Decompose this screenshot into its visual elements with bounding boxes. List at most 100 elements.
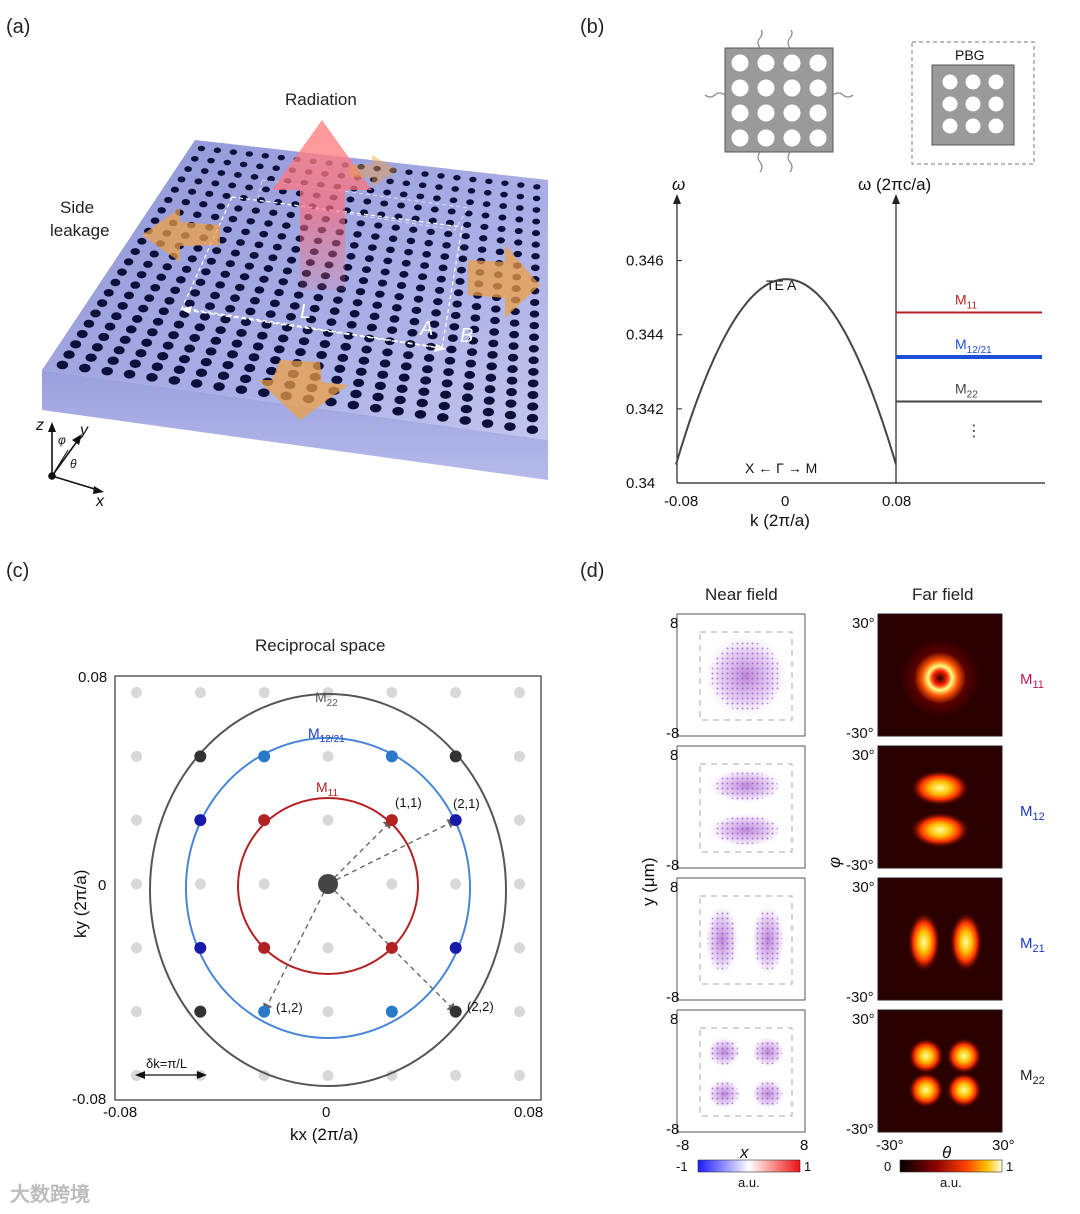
near-y-tick-bottom: -8 — [666, 857, 679, 874]
lattice-hole — [361, 345, 372, 354]
lattice-hole — [460, 404, 472, 414]
lattice-hole — [173, 365, 186, 375]
lattice-hole — [446, 345, 457, 354]
near-field-lobe-texture — [709, 1081, 739, 1107]
lattice-hole — [225, 260, 235, 268]
lattice-point — [130, 814, 142, 826]
lattice-hole — [382, 348, 393, 357]
lattice-hole — [239, 161, 248, 168]
lattice-hole — [264, 220, 273, 227]
m22-point — [449, 1005, 462, 1018]
lattice-hole — [403, 351, 414, 360]
m21-point — [449, 941, 462, 954]
lattice-hole — [157, 352, 169, 361]
far-cbar-unit: a.u. — [940, 1175, 962, 1190]
near-y-tick-top: 8 — [670, 747, 678, 764]
lattice-hole — [193, 211, 202, 218]
lattice-hole — [295, 348, 306, 357]
far-x-tick-left: -30° — [876, 1137, 904, 1154]
lattice-hole — [111, 312, 122, 321]
lattice-hole — [532, 218, 541, 225]
lattice-hole — [147, 328, 158, 337]
slab-illustration: L A B Radiation Side leakage z y x φ θ — [35, 90, 548, 510]
lattice-hole — [370, 176, 378, 183]
lattice-hole — [428, 217, 437, 224]
lattice-hole — [397, 202, 406, 209]
lattice-hole — [278, 278, 288, 286]
x-tick: 0.08 — [882, 493, 911, 510]
lattice-hole — [213, 147, 222, 154]
lattice-hole — [464, 210, 473, 217]
phc-hole — [965, 118, 981, 134]
x-tick: 0.08 — [514, 1104, 543, 1121]
lattice-hole — [274, 199, 283, 206]
lattice-hole — [424, 239, 433, 247]
lattice-point — [322, 750, 334, 762]
near-xlabel: x — [739, 1143, 749, 1162]
lattice-hole — [392, 406, 404, 416]
slab-top-face — [42, 140, 548, 440]
lattice-hole — [353, 231, 362, 238]
lattice-hole — [138, 304, 149, 313]
lattice-hole — [504, 422, 516, 431]
lattice-hole — [227, 350, 238, 359]
near-field-lobe-texture — [710, 640, 782, 712]
lattice-hole — [451, 186, 459, 192]
lattice-hole — [190, 379, 203, 388]
lattice-hole — [402, 180, 411, 187]
lattice-hole — [123, 258, 134, 266]
lattice-hole — [423, 354, 435, 362]
lattice-hole — [507, 353, 519, 362]
reciprocal-title: Reciprocal space — [255, 636, 385, 655]
m1221-circle-label: M12/21 — [308, 725, 345, 745]
lattice-hole — [514, 227, 523, 235]
slab-front-face — [42, 370, 548, 480]
lattice-hole — [130, 281, 141, 289]
far-y-tick-top: 30° — [852, 747, 875, 764]
watermark: 大数跨境 — [10, 1184, 90, 1206]
lattice-hole — [141, 338, 153, 347]
lattice-hole — [309, 304, 320, 313]
lattice-hole — [529, 310, 540, 318]
lattice-hole — [394, 293, 404, 301]
m21-point — [194, 941, 207, 954]
band-diagram: PBG ω ω (2πc/a) 0.34 0.342 0.344 0.346 -0.0… — [626, 30, 1045, 530]
lattice-hole — [418, 387, 430, 396]
lattice-hole — [509, 330, 520, 339]
x-tick: -0.08 — [664, 493, 698, 510]
phc-hole — [988, 118, 1004, 134]
point-label-1-1: (1,1) — [395, 795, 422, 810]
phc-hole — [942, 118, 958, 134]
lattice-hole — [349, 310, 360, 318]
lattice-hole — [374, 222, 383, 229]
lattice-hole — [508, 342, 519, 350]
lattice-hole — [389, 315, 400, 323]
lattice-hole — [249, 297, 260, 305]
lattice-hole — [231, 339, 243, 348]
m1221-circle — [185, 737, 471, 1039]
lattice-hole — [482, 201, 491, 208]
far-field-panel — [877, 745, 1003, 869]
y-tick: 0 — [98, 877, 106, 894]
lattice-hole — [421, 171, 429, 177]
lattice-hole — [526, 425, 539, 435]
lattice-hole — [215, 326, 226, 335]
lattice-hole — [289, 302, 300, 310]
lattice-hole — [222, 360, 234, 370]
lattice-hole — [85, 353, 97, 362]
lattice-hole — [391, 304, 402, 312]
lattice-hole — [229, 149, 238, 155]
m11-circle-label: M11 — [316, 779, 338, 799]
lattice-hole — [184, 166, 193, 172]
lattice-hole — [366, 323, 377, 332]
lattice-hole — [364, 334, 375, 343]
phc-hole — [731, 79, 749, 97]
lattice-hole — [379, 359, 391, 368]
lattice-hole — [240, 318, 252, 327]
lattice-hole — [436, 275, 446, 283]
near-field-lobe-texture — [753, 909, 783, 971]
y-tick: 0.342 — [626, 401, 664, 418]
lattice-hole — [157, 207, 166, 214]
near-y-tick-top: 8 — [670, 879, 678, 896]
lattice-point — [514, 942, 526, 954]
